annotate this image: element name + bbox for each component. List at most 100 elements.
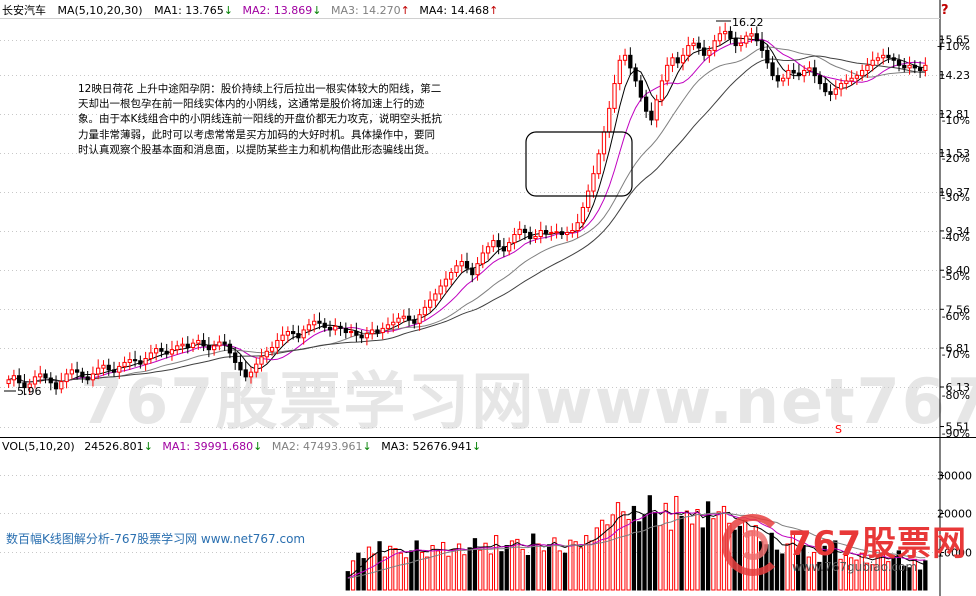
percent-tick-label: -70% [942,348,970,361]
candle-down [917,67,923,71]
candle-up [401,315,406,319]
vol-value: 24526.801 [84,440,144,453]
vol-ma10-line [347,510,926,579]
candle-up [586,190,591,208]
candle-up [264,350,269,358]
ma2-value: MA2: 13.869 [242,4,313,17]
candle-down [643,96,649,112]
candle-up [659,80,665,101]
volume-bar-up [382,556,388,591]
price-tick-label: 14.23 [939,69,971,82]
volume-ma-lines [347,509,926,579]
candle-up [507,242,512,252]
candle-up [833,88,838,95]
candle-up [259,356,264,365]
candle-up [301,329,306,339]
candle-down [496,240,501,248]
volume-bar-up [393,548,398,591]
candle-down [470,267,475,276]
candle-down [775,75,780,82]
volume-bar-down [827,552,833,591]
volume-tick-label: 10000 [937,547,972,560]
volume-tick-label: 20000 [937,508,972,521]
percent-tick-label: -30% [942,191,970,204]
annotation-line: 力量非常薄弱，此时可以考虑常常是买方加码的大好时机。具体操作中，要同 [78,128,435,141]
candle-up [196,339,201,344]
candle-down [701,47,707,56]
candle-up [485,246,491,254]
ma-indicator-label: MA(5,10,20,30) [57,4,143,17]
candle-down [185,343,190,348]
volume-bar-up [509,540,515,591]
candle-down [43,373,48,379]
volume-bar-up [573,541,578,591]
candle-up [665,64,670,82]
brand-swirl-inner-icon [738,530,768,560]
candle-down [812,67,817,77]
volume-bar-down [796,550,801,591]
percent-tick-label: +10% [936,40,970,53]
candle-down [828,91,833,95]
low-label: 5.96 [17,385,42,398]
ma2-arrow: ↓ [312,4,322,17]
price-tick-label: 11.53 [939,147,971,160]
candle-down [765,49,770,64]
candle-down [238,361,243,371]
candle-up [122,361,127,367]
candle-down [206,345,211,351]
candle-up [69,369,74,375]
volume-bar-down [907,567,912,591]
candle-up [333,325,338,331]
volume-bar-down [891,556,896,591]
volume-bar-up [870,564,875,591]
price-tick-label: 7.56 [946,303,971,316]
vol-ma1-value: MA1: 39991.680 [162,440,254,453]
vol-ma2-value: MA2: 47493.961 [271,440,363,453]
volume-bar-down [822,545,827,591]
volume-bar-up [536,543,541,591]
candle-down [375,329,380,334]
candle-down [891,57,896,61]
candle-down [243,369,248,378]
candle-up [217,341,222,347]
candle-up [807,67,812,71]
volume-bar-down [700,527,705,591]
volume-bar-up [515,538,520,591]
volume-bar-up [488,553,493,591]
candle-down [74,369,80,373]
help-icon[interactable]: ? [941,3,949,18]
candle-down [106,364,111,371]
candle-down [354,331,359,336]
candle-up [443,278,449,287]
volume-bar-down [652,512,658,591]
candle-down [22,382,27,389]
candle-up [385,324,391,329]
volume-header: VOL(5,10,20) 24526.801↓ MA1: 39991.680↓ … [2,440,481,453]
candle-up [6,379,11,385]
price-tick-label: 6.81 [946,342,971,355]
volume-bar-up [690,523,695,591]
candle-up [854,75,860,79]
volume-bar-up [430,545,435,591]
volume-bar-up [811,551,817,591]
candle-down [17,375,22,384]
candle-up [923,64,928,71]
candle-up [90,373,96,381]
candle-up [64,373,69,383]
candle-down [85,376,90,381]
candle-down [159,348,164,352]
vol-ma20-line [347,512,926,579]
candle-down [902,64,907,69]
candle-up [723,30,728,35]
volume-axis-ticks: 30000 20000 10000 [937,470,972,560]
brand-url: www.767gubiao.com [792,560,918,574]
percent-tick-label: -20% [942,152,970,165]
candle-up [570,230,575,234]
candle-up [780,77,786,82]
candle-up [117,365,122,373]
candle-up [512,234,517,244]
candle-down [233,352,238,363]
candle-up [849,77,854,82]
volume-bar-up [494,535,499,591]
price-tick-label: 12.81 [939,108,971,121]
